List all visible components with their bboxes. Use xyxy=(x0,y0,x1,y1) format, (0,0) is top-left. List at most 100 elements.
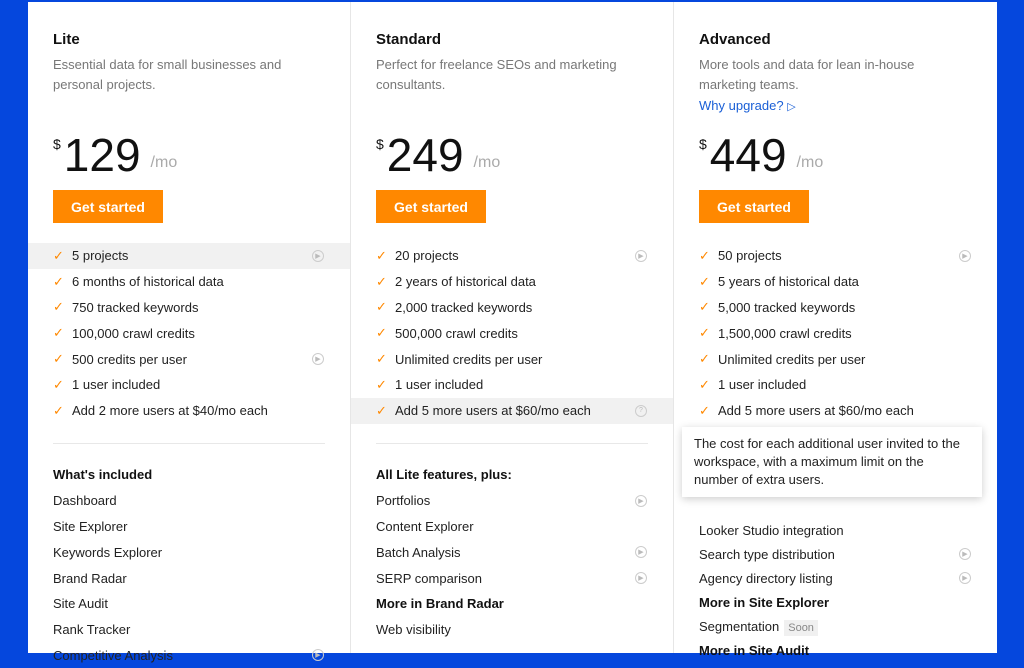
check-icon: ✓ xyxy=(699,325,710,341)
plan-description: More tools and data for lean in-house ma… xyxy=(699,57,915,92)
feature-item: Rank Tracker xyxy=(28,617,350,643)
check-icon: ✓ xyxy=(53,402,64,418)
play-circle-icon[interactable]: ▶ xyxy=(635,494,647,507)
feature-item: Keywords Explorer xyxy=(28,539,350,565)
feature-item: Competitive Analysis ▶ xyxy=(28,643,350,668)
price-period: /mo xyxy=(473,154,501,171)
feature-label: Portfolios xyxy=(376,493,431,509)
soon-badge: Soon xyxy=(784,619,818,636)
limit-item: ✓ 1 user included xyxy=(28,372,350,398)
feature-item: Site Audit xyxy=(28,591,350,617)
limit-label: 1,500,000 crawl credits xyxy=(718,325,852,341)
feature-label: Rank Tracker xyxy=(53,622,131,638)
limit-item: ✓ 1,500,000 crawl credits xyxy=(674,320,997,346)
plan-name: Lite xyxy=(53,31,80,48)
limit-label: 1 user included xyxy=(718,377,807,393)
feature-item: Agency directory listing ▶ xyxy=(674,566,997,590)
feature-item: Brand Radar xyxy=(28,565,350,591)
feature-label: Keywords Explorer xyxy=(53,544,163,560)
feature-label: Segmentation Soon xyxy=(699,619,971,636)
get-started-button[interactable]: Get started xyxy=(376,190,486,223)
limit-label: 6 months of historical data xyxy=(72,274,224,290)
limit-label: 1 user included xyxy=(72,377,161,393)
limit-item: ✓ 500,000 crawl credits xyxy=(351,320,673,346)
divider xyxy=(376,443,648,444)
limit-item: ✓ Unlimited credits per user xyxy=(351,346,673,372)
limit-item: ✓ Add 5 more users at $60/mo each xyxy=(674,398,997,424)
feature-item: Looker Studio integration xyxy=(674,518,997,542)
limit-label: 2 years of historical data xyxy=(395,274,536,290)
play-circle-icon[interactable]: ▶ xyxy=(635,572,647,585)
divider xyxy=(53,443,325,444)
limit-label: Add 5 more users at $60/mo each xyxy=(395,403,591,419)
limit-label: Add 2 more users at $40/mo each xyxy=(72,403,268,419)
check-icon: ✓ xyxy=(376,273,387,289)
feature-heading: More in Brand Radar xyxy=(351,591,673,617)
check-icon: ✓ xyxy=(53,247,64,263)
why-upgrade-label: Why upgrade? xyxy=(699,98,784,113)
feature-item: Portfolios ▶ xyxy=(351,488,673,514)
check-icon: ✓ xyxy=(53,299,64,315)
limit-label: 5 projects xyxy=(72,248,129,264)
play-circle-icon[interactable]: ▶ xyxy=(312,649,324,662)
price-amount: 449 xyxy=(709,129,787,181)
limit-label: 750 tracked keywords xyxy=(72,299,199,315)
limit-item: ✓ 2 years of historical data xyxy=(351,269,673,295)
feature-label: More in Brand Radar xyxy=(376,596,504,612)
price: $449/mo xyxy=(699,130,823,180)
check-icon: ✓ xyxy=(376,351,387,367)
limit-item: ✓ 5 projects ▶ xyxy=(28,243,350,269)
check-icon: ✓ xyxy=(53,351,64,367)
play-circle-icon[interactable]: ▶ xyxy=(312,353,324,366)
feature-heading: What's included xyxy=(28,462,350,488)
feature-label: More in Site Audit xyxy=(699,642,810,658)
plan-description: Perfect for freelance SEOs and marketing… xyxy=(376,57,617,92)
check-icon: ✓ xyxy=(53,325,64,341)
limit-label: 500,000 crawl credits xyxy=(395,325,518,341)
feature-label: All Lite features, plus: xyxy=(376,467,512,483)
play-circle-icon[interactable]: ▶ xyxy=(635,249,647,262)
why-upgrade-link[interactable]: Why upgrade? ▷ xyxy=(699,98,796,113)
question-circle-icon[interactable]: ? xyxy=(635,404,647,417)
currency: $ xyxy=(699,136,707,152)
limit-item: ✓ 5,000 tracked keywords xyxy=(674,295,997,321)
feature-label: Dashboard xyxy=(53,493,117,509)
feature-item: Content Explorer xyxy=(351,514,673,540)
plan-lite: Lite Essential data for small businesses… xyxy=(28,2,351,663)
plan-name: Advanced xyxy=(699,31,771,48)
limit-item: ✓ Add 2 more users at $40/mo each xyxy=(28,398,350,424)
get-started-button[interactable]: Get started xyxy=(53,190,163,223)
play-circle-icon[interactable]: ▶ xyxy=(959,548,971,560)
feature-label: Batch Analysis xyxy=(376,544,461,560)
feature-label: More in Site Explorer xyxy=(699,594,830,610)
play-circle-icon[interactable]: ▶ xyxy=(635,546,647,559)
tooltip: The cost for each additional user invite… xyxy=(682,427,982,497)
plan-name: Standard xyxy=(376,31,442,48)
feature-label: Content Explorer xyxy=(376,518,474,534)
price-amount: 129 xyxy=(63,129,141,181)
currency: $ xyxy=(376,136,384,152)
check-icon: ✓ xyxy=(699,273,710,289)
check-icon: ✓ xyxy=(699,351,710,367)
price-period: /mo xyxy=(796,154,824,171)
price-amount: 249 xyxy=(386,129,464,181)
pricing-panel: Lite Essential data for small businesses… xyxy=(28,2,997,663)
limit-item: ✓ 1 user included xyxy=(351,372,673,398)
limit-item: ✓ 2,000 tracked keywords xyxy=(351,295,673,321)
play-circle-icon[interactable]: ▶ xyxy=(959,249,971,262)
play-circle-icon[interactable]: ▶ xyxy=(959,572,971,584)
limit-item: ✓ 1 user included xyxy=(674,372,997,398)
limit-item: ✓ Add 5 more users at $60/mo each? xyxy=(351,397,673,424)
check-icon: ✓ xyxy=(376,325,387,341)
limit-label: 20 projects xyxy=(395,248,459,264)
feature-heading: More in Site Audit xyxy=(674,638,997,662)
plan-standard: Standard Perfect for freelance SEOs and … xyxy=(351,2,674,653)
limit-label: 500 credits per user xyxy=(72,351,187,367)
check-icon: ✓ xyxy=(376,247,387,263)
feature-label: SERP comparison xyxy=(376,570,482,586)
feature-item: Batch Analysis ▶ xyxy=(351,539,673,565)
feature-label: What's included xyxy=(53,467,153,483)
get-started-button[interactable]: Get started xyxy=(699,190,809,223)
check-icon: ✓ xyxy=(699,376,710,392)
play-circle-icon[interactable]: ▶ xyxy=(312,249,324,262)
